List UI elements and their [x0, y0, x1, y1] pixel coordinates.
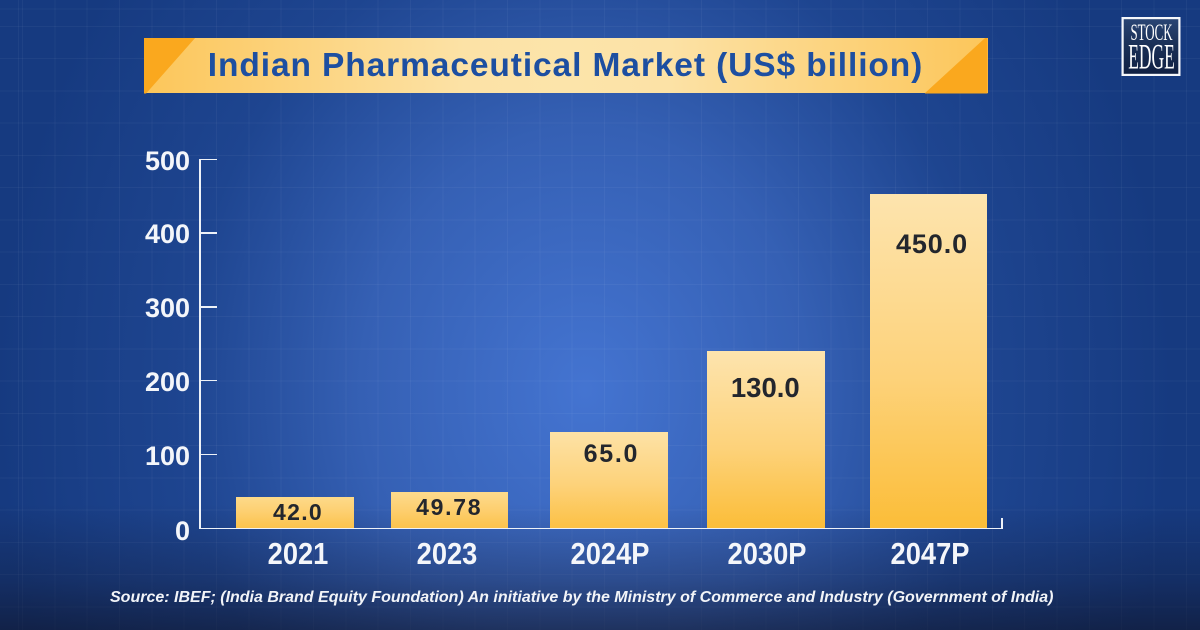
svg-text:EDGE: EDGE [1128, 37, 1175, 77]
svg-text:STOCK: STOCK [1131, 20, 1173, 45]
